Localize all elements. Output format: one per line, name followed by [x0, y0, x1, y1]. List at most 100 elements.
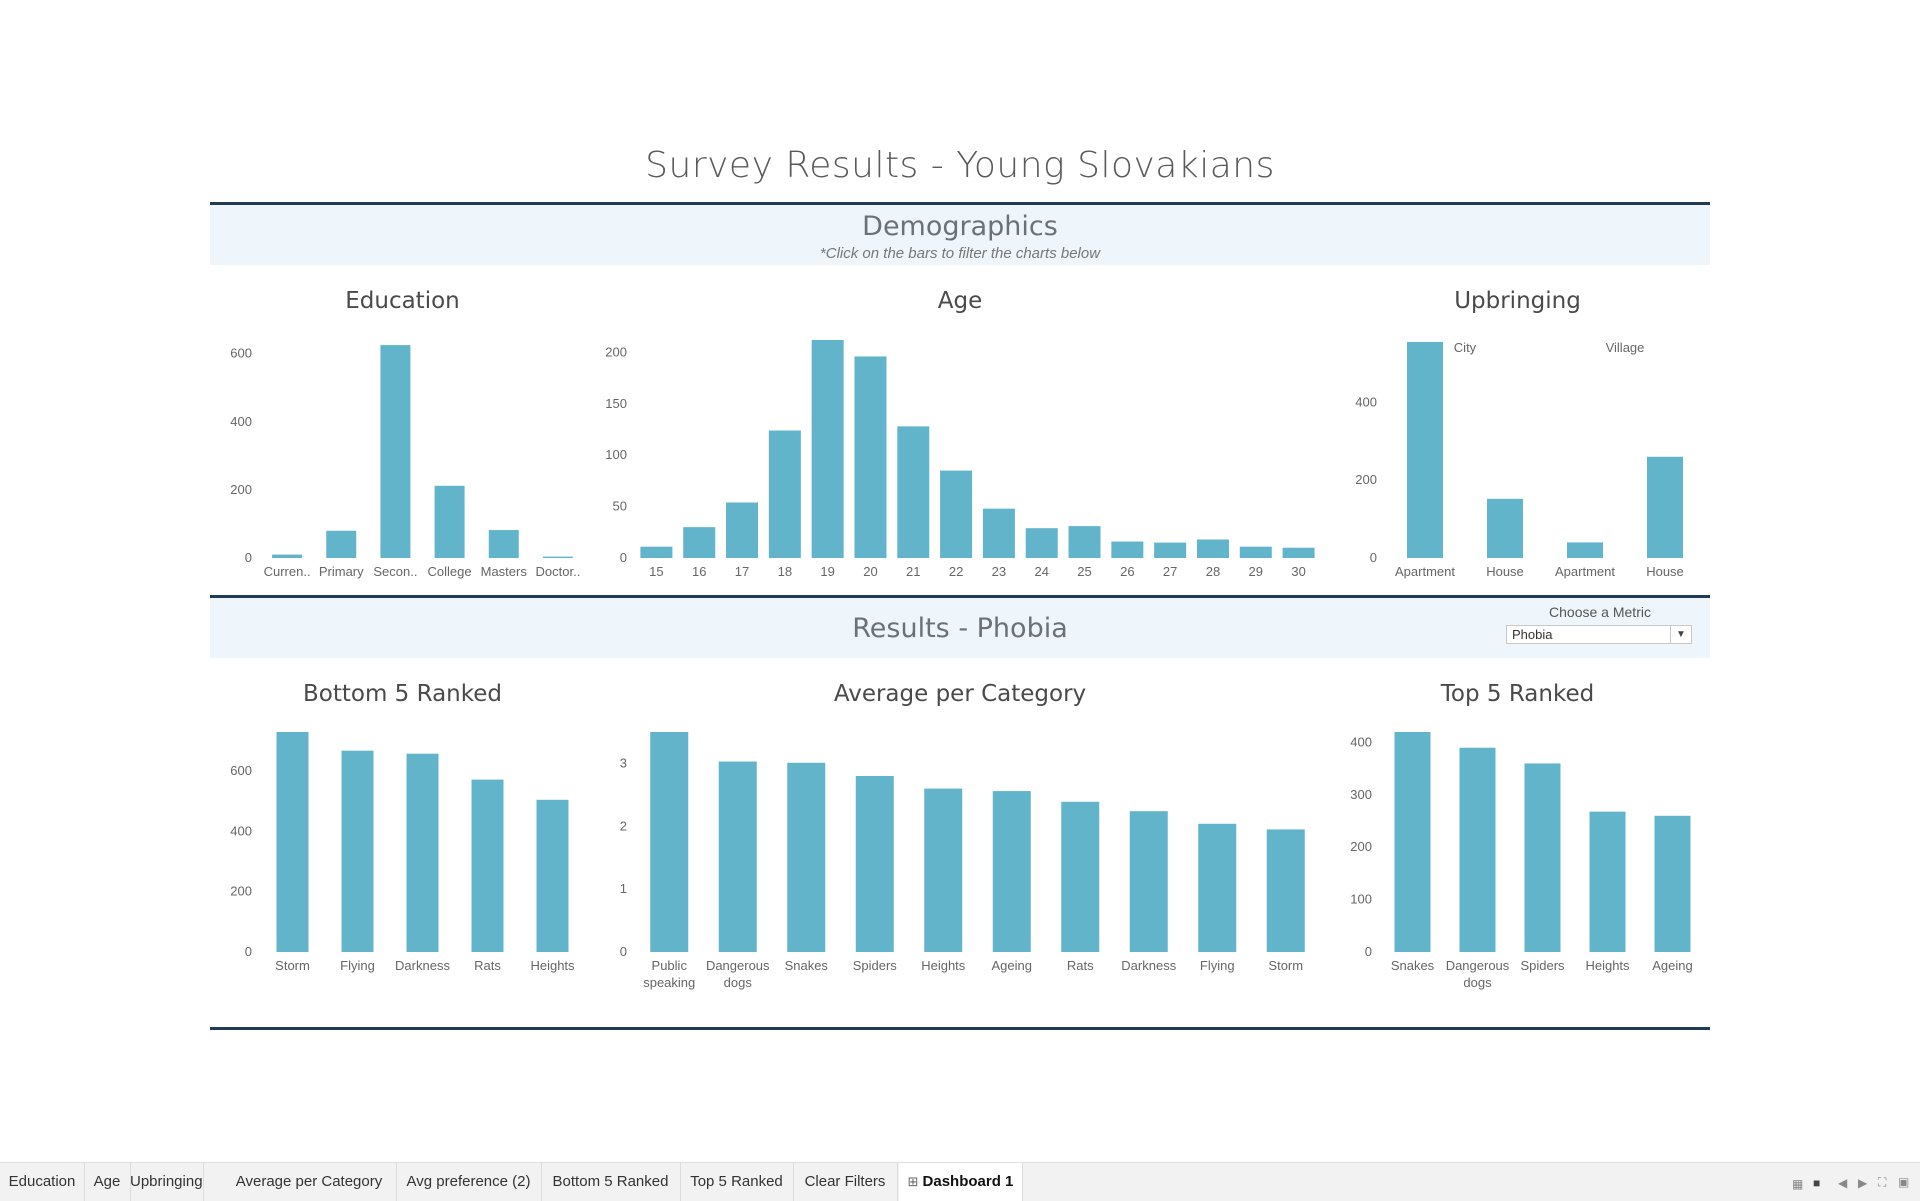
education-ytick-label: 200: [230, 482, 252, 497]
education-bar[interactable]: [380, 345, 411, 558]
average-ytick-label: 3: [620, 755, 627, 770]
age-bar[interactable]: [768, 430, 801, 558]
upbringing-chart[interactable]: 0 200 400 Apartment House Apartment House City V…: [1330, 330, 1705, 590]
top5-bar[interactable]: [1589, 811, 1626, 952]
education-bar[interactable]: [542, 556, 573, 558]
tab-bottom-5-ranked[interactable]: Bottom 5 Ranked: [541, 1163, 681, 1201]
age-bar[interactable]: [811, 340, 844, 558]
sheet-view-icon[interactable]: ■: [1813, 1176, 1821, 1190]
average-bar[interactable]: [787, 762, 826, 952]
top5-bar[interactable]: [1654, 815, 1691, 952]
education-ytick-label: 0: [245, 550, 252, 565]
education-bar[interactable]: [488, 530, 519, 558]
age-chart[interactable]: 0 50 100 150 200 15 16 17 18 19 20 21 22 23 24 25 26 27 28…: [595, 330, 1325, 590]
education-bar[interactable]: [434, 485, 465, 558]
education-bar[interactable]: [272, 554, 303, 558]
bottom5-chart[interactable]: 0 200 400 600 Storm Flying Darkness Rats Heights: [210, 722, 595, 1002]
upbringing-bar[interactable]: [1647, 456, 1683, 558]
age-bar[interactable]: [1154, 542, 1187, 558]
age-category-label: 20: [863, 564, 877, 579]
tab-upbringing[interactable]: Upbringing: [130, 1163, 204, 1201]
age-category-label: 22: [949, 564, 963, 579]
age-bar[interactable]: [1239, 546, 1272, 558]
age-ytick-label: 0: [620, 550, 627, 565]
upbringing-bar[interactable]: [1407, 341, 1443, 558]
age-bar[interactable]: [854, 356, 887, 558]
education-bar[interactable]: [326, 530, 357, 558]
bottom5-bar[interactable]: [276, 732, 309, 952]
upbringing-category-label: Apartment: [1555, 564, 1615, 579]
age-category-label: 18: [778, 564, 792, 579]
upbringing-bar[interactable]: [1567, 542, 1603, 558]
upbringing-category-label: House: [1646, 564, 1684, 579]
dashboard-title: Survey Results - Young Slovakians: [645, 145, 1275, 186]
tab-avg-preference-2[interactable]: Avg preference (2): [396, 1163, 542, 1201]
bottom5-category-label: Heights: [530, 958, 575, 973]
upbringing-group-label: Village: [1606, 340, 1645, 355]
age-bar[interactable]: [640, 546, 673, 558]
top5-chart[interactable]: 0 100 200 300 400 Snakes Dangerous dogs Spiders H…: [1330, 722, 1705, 1002]
average-bar[interactable]: [1129, 811, 1168, 952]
education-chart[interactable]: 0 200 400 600 Curren.. Primary Secon.. College M…: [210, 330, 595, 590]
tab-average-per-category[interactable]: Average per Category: [222, 1163, 397, 1201]
tab-dashboard-1[interactable]: ⊞ Dashboard 1: [899, 1163, 1023, 1201]
top5-bar[interactable]: [1394, 732, 1431, 952]
metric-dropdown-value: Phobia: [1512, 627, 1553, 642]
top5-bar[interactable]: [1459, 747, 1496, 952]
average-bar[interactable]: [1266, 829, 1305, 952]
filmstrip-icon[interactable]: ▦: [1792, 1177, 1804, 1191]
top5-ytick-label: 300: [1350, 787, 1372, 802]
education-category-label: College: [428, 564, 472, 579]
average-bar[interactable]: [1061, 801, 1100, 952]
bottom5-bar[interactable]: [536, 799, 569, 952]
education-category-label: Secon..: [373, 564, 417, 579]
tab-education[interactable]: Education: [0, 1163, 85, 1201]
age-category-label: 15: [649, 564, 663, 579]
age-bar[interactable]: [1068, 526, 1101, 558]
education-category-label: Masters: [481, 564, 528, 579]
tab-clear-filters[interactable]: Clear Filters: [793, 1163, 898, 1201]
bottom5-bar[interactable]: [471, 779, 504, 952]
top5-ytick-label: 200: [1350, 839, 1372, 854]
age-bar[interactable]: [683, 527, 716, 558]
age-bar[interactable]: [1196, 539, 1229, 558]
average-chart[interactable]: 0 1 2 3 Public speaking Dangerous dogs Snakes Spi…: [595, 722, 1325, 1002]
fullscreen-icon[interactable]: ⛶: [1878, 1175, 1887, 1189]
average-bar[interactable]: [650, 732, 689, 952]
metric-label: Choose a Metric: [1549, 604, 1651, 620]
chevron-down-icon[interactable]: ▼: [1670, 626, 1691, 643]
top5-bar[interactable]: [1524, 763, 1561, 952]
sheet-tab-bar: Education Age Upbringing Average per Cat…: [0, 1162, 1920, 1201]
top5-ytick-label: 400: [1350, 734, 1372, 749]
age-ytick-label: 150: [605, 396, 627, 411]
bottom5-bar[interactable]: [406, 753, 439, 952]
metric-dropdown[interactable]: Phobia ▼: [1506, 625, 1692, 644]
present-icon[interactable]: ▣: [1898, 1175, 1910, 1189]
average-ytick-label: 0: [620, 944, 627, 959]
upbringing-chart-title: Upbringing: [1454, 288, 1581, 314]
average-bar[interactable]: [718, 761, 757, 952]
education-ytick-label: 600: [230, 346, 252, 361]
tab-top-5-ranked[interactable]: Top 5 Ranked: [680, 1163, 794, 1201]
average-ytick-label: 1: [620, 881, 627, 896]
age-bar[interactable]: [1111, 541, 1144, 558]
prev-sheet-icon[interactable]: ◀: [1838, 1176, 1848, 1190]
average-bar[interactable]: [924, 788, 963, 952]
age-bar[interactable]: [982, 508, 1015, 558]
average-bar[interactable]: [855, 776, 894, 952]
next-sheet-icon[interactable]: ▶: [1858, 1176, 1868, 1190]
tab-age[interactable]: Age: [84, 1163, 131, 1201]
upbringing-bar[interactable]: [1487, 498, 1523, 558]
bottom5-category-label: Darkness: [395, 958, 450, 973]
top5-category-label: Ageing: [1652, 958, 1692, 973]
bottom5-bar[interactable]: [341, 750, 374, 952]
age-bar[interactable]: [897, 426, 930, 558]
age-bar[interactable]: [1282, 547, 1315, 558]
age-bar[interactable]: [1025, 528, 1058, 558]
top5-chart-title: Top 5 Ranked: [1440, 681, 1595, 707]
average-bar[interactable]: [1198, 823, 1237, 952]
age-bar[interactable]: [940, 470, 973, 558]
top5-category-label: Heights: [1585, 958, 1630, 973]
average-bar[interactable]: [992, 791, 1031, 952]
age-bar[interactable]: [726, 502, 759, 558]
